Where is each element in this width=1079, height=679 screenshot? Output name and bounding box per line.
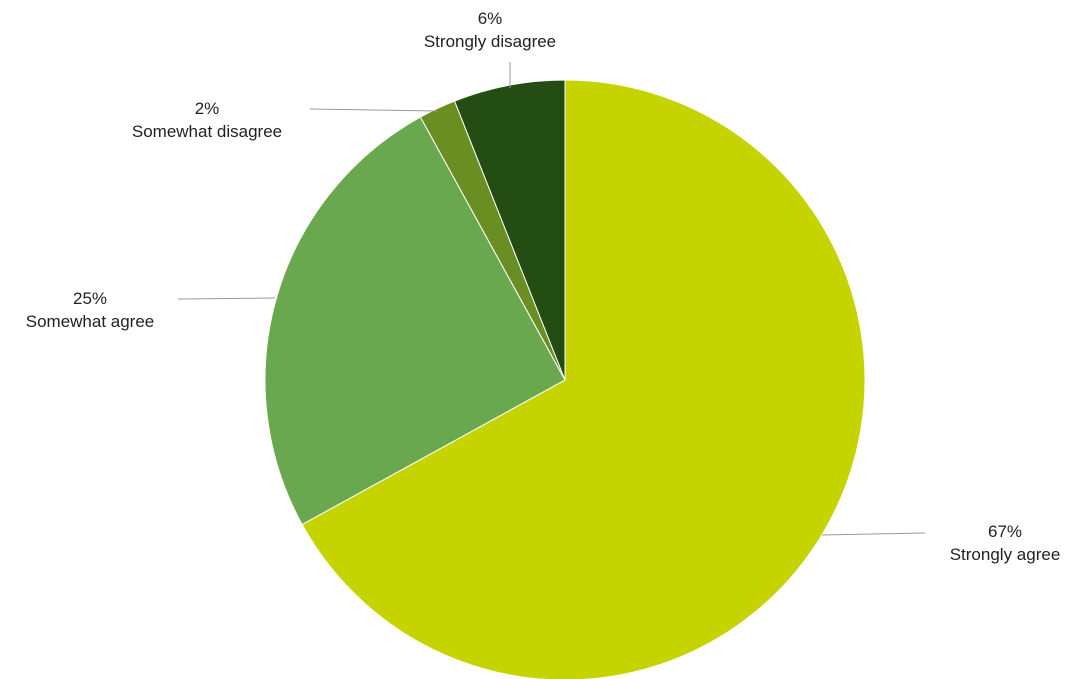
leader-line-strongly-agree <box>821 532 926 536</box>
category-label-somewhat-agree: Somewhat agree <box>26 312 155 331</box>
leader-line-somewhat-disagree <box>309 108 438 112</box>
pie-slices <box>264 79 866 679</box>
category-label-strongly-agree: Strongly agree <box>950 545 1061 564</box>
slice-strongly-disagree <box>453 79 566 381</box>
category-label-strongly-disagree: Strongly disagree <box>424 32 556 51</box>
percent-label-strongly-disagree: 6% <box>478 9 503 28</box>
slice-labels: 67% Strongly agree 25% Somewhat agree 2% Some… <box>26 9 1061 564</box>
leader-line-somewhat-agree <box>177 297 276 300</box>
slice-somewhat-agree <box>264 116 566 526</box>
slice-strongly-agree <box>301 79 866 679</box>
percent-label-strongly-agree: 67% <box>988 522 1022 541</box>
percent-label-somewhat-agree: 25% <box>73 289 107 308</box>
percent-label-somewhat-disagree: 2% <box>195 99 220 118</box>
leader-lines <box>177 62 926 536</box>
category-label-somewhat-disagree: Somewhat disagree <box>132 122 282 141</box>
